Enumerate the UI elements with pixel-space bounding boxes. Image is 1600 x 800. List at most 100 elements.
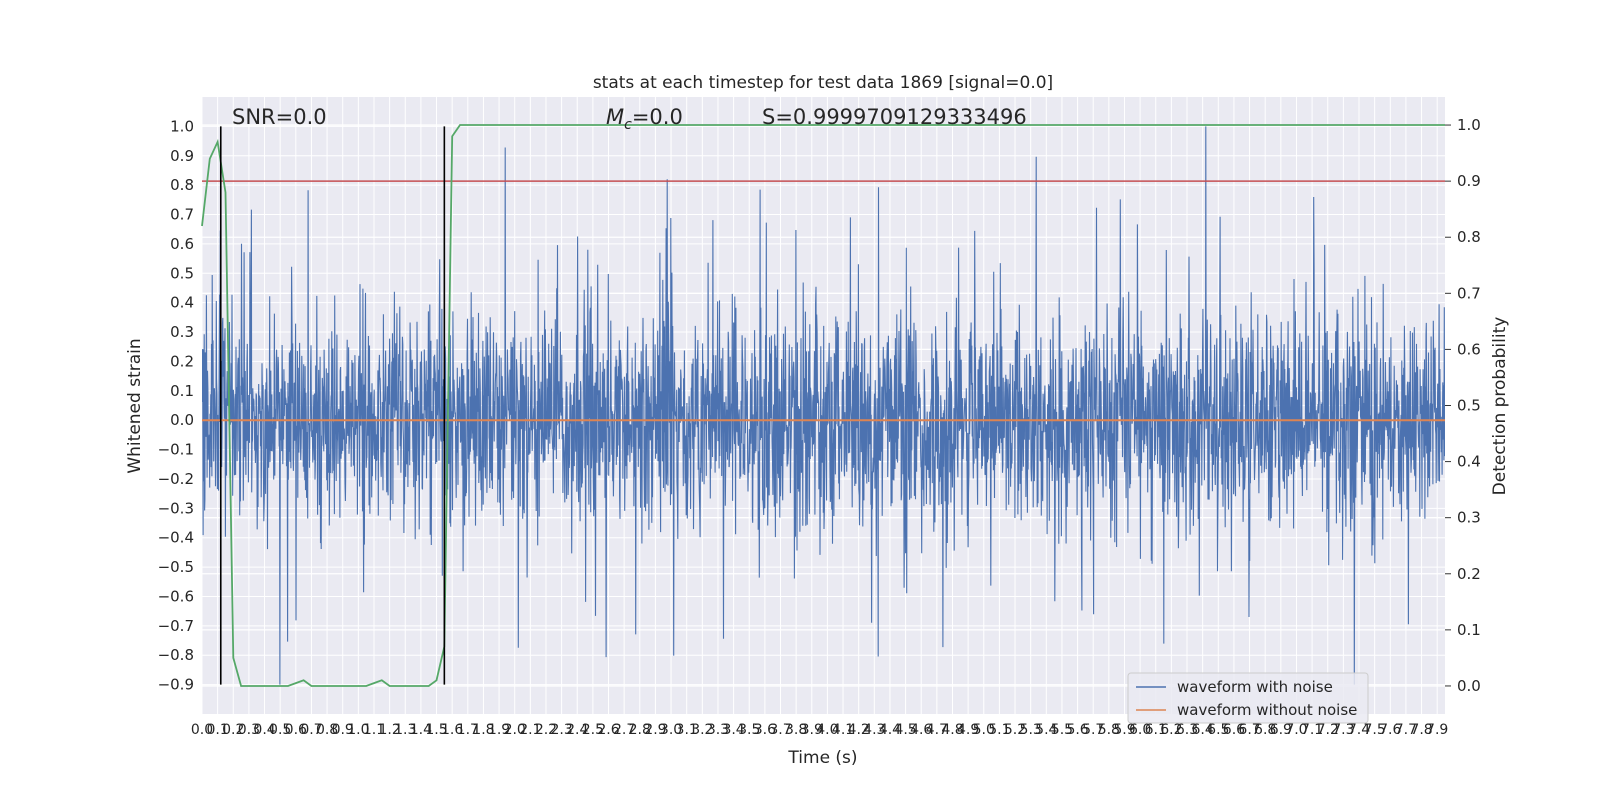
y-tick-label: −0.6: [158, 587, 194, 605]
x-tick-label: 5.5: [1051, 722, 1073, 738]
y2-tick-label: 0.5: [1457, 397, 1481, 415]
mc-value: =0.0: [632, 105, 683, 129]
x-tick-label: 3.4: [722, 722, 744, 738]
snr-annotation: SNR=0.0: [232, 105, 327, 129]
x-tick-label: 6.6: [1223, 722, 1245, 738]
y2-tick-label: 0.1: [1457, 621, 1481, 639]
y-tick-label: −0.5: [158, 558, 194, 576]
x-tick-label: 0.7: [300, 722, 322, 738]
x-tick-label: 2.3: [550, 722, 572, 738]
y2-tick-label: 0.2: [1457, 565, 1481, 583]
x-tick-label: 3.5: [738, 722, 760, 738]
x-ticks: 0.00.10.20.30.40.50.60.70.80.91.01.11.21…: [191, 722, 1448, 738]
x-tick-label: 0.5: [269, 722, 291, 738]
y-tick-label: −0.9: [158, 676, 194, 694]
x-tick-label: 1.5: [425, 722, 447, 738]
x-tick-label: 2.4: [566, 722, 588, 738]
x-tick-label: 7.4: [1348, 722, 1370, 738]
x-tick-label: 7.7: [1395, 722, 1417, 738]
x-tick-label: 4.9: [957, 722, 979, 738]
y2-tick-label: 0.0: [1457, 677, 1481, 695]
y2-axis-label: Detection probability: [1490, 317, 1510, 496]
x-tick-label: 5.0: [973, 722, 995, 738]
x-tick-label: 6.0: [1129, 722, 1151, 738]
y2-tick-label: 0.6: [1457, 340, 1481, 358]
x-tick-label: 1.7: [457, 722, 479, 738]
x-tick-label: 5.6: [1066, 722, 1088, 738]
y2-tick-label: 0.4: [1457, 453, 1481, 471]
y2-tick-label: 0.3: [1457, 509, 1481, 527]
y-tick-label: −0.4: [158, 529, 194, 547]
x-tick-label: 1.8: [472, 722, 494, 738]
x-tick-label: 7.8: [1410, 722, 1432, 738]
s-annotation: S=0.9999709129333496: [762, 105, 1027, 129]
x-tick-label: 4.8: [941, 722, 963, 738]
x-tick-label: 4.4: [879, 722, 901, 738]
x-tick-label: 3.2: [691, 722, 713, 738]
y-tick-label: 0.3: [170, 323, 194, 341]
x-tick-label: 6.5: [1207, 722, 1229, 738]
x-tick-label: 2.9: [644, 722, 666, 738]
legend: waveform with noise waveform without noi…: [1127, 672, 1369, 724]
y2-tick-label: 0.7: [1457, 284, 1481, 302]
y-tick-label: −0.3: [158, 499, 194, 517]
y-tick-label: 0.8: [170, 176, 194, 194]
y2-tick-label: 0.8: [1457, 228, 1481, 246]
x-tick-label: 5.9: [1113, 722, 1135, 738]
y-tick-label: −0.8: [158, 646, 194, 664]
x-tick-label: 5.3: [1020, 722, 1042, 738]
x-axis-label: Time (s): [787, 748, 857, 768]
x-tick-label: 2.1: [519, 722, 541, 738]
y-tick-label: −0.2: [158, 470, 194, 488]
detection-probability-line: [201, 124, 1445, 687]
x-tick-label: 4.7: [926, 722, 948, 738]
legend-label-noise: waveform with noise: [1177, 678, 1333, 696]
x-tick-label: 4.5: [894, 722, 916, 738]
x-tick-label: 3.6: [754, 722, 776, 738]
x-tick-label: 6.7: [1238, 722, 1260, 738]
legend-label-clean: waveform without noise: [1177, 701, 1357, 719]
x-tick-label: 4.0: [816, 722, 838, 738]
x-tick-label: 0.6: [285, 722, 307, 738]
x-tick-label: 2.8: [629, 722, 651, 738]
x-tick-label: 7.3: [1332, 722, 1354, 738]
x-tick-label: 0.9: [332, 722, 354, 738]
x-tick-label: 6.8: [1254, 722, 1276, 738]
y-tick-label: 0.4: [170, 294, 194, 312]
y2-tick-label: 1.0: [1457, 116, 1481, 134]
x-tick-label: 2.7: [613, 722, 635, 738]
x-tick-label: 7.0: [1285, 722, 1307, 738]
x-tick-label: 1.9: [488, 722, 510, 738]
mc-subscript: c: [624, 117, 632, 133]
mc-symbol: M: [606, 105, 624, 129]
x-tick-label: 7.9: [1426, 722, 1448, 738]
x-tick-label: 5.1: [988, 722, 1010, 738]
chart-title: stats at each timestep for test data 186…: [593, 73, 1053, 93]
x-tick-label: 0.2: [222, 722, 244, 738]
y-tick-label: 0.0: [170, 411, 194, 429]
x-tick-label: 7.5: [1364, 722, 1386, 738]
y-tick-label: 0.1: [170, 382, 194, 400]
y-tick-label: 0.7: [170, 206, 194, 224]
y-tick-label: 0.2: [170, 352, 194, 370]
x-tick-label: 5.4: [1035, 722, 1057, 738]
x-tick-label: 1.3: [394, 722, 416, 738]
x-tick-label: 6.3: [1176, 722, 1198, 738]
x-tick-label: 3.7: [769, 722, 791, 738]
x-tick-label: 0.8: [316, 722, 338, 738]
x-tick-label: 2.6: [597, 722, 619, 738]
y-tick-label: 0.5: [170, 264, 194, 282]
x-tick-label: 4.1: [832, 722, 854, 738]
x-tick-label: 4.2: [848, 722, 870, 738]
x-tick-label: 1.1: [363, 722, 385, 738]
y-tick-label: −0.1: [158, 441, 194, 459]
y2-tick-label: 0.9: [1457, 172, 1481, 190]
x-tick-label: 5.8: [1098, 722, 1120, 738]
x-tick-label: 3.3: [707, 722, 729, 738]
x-tick-label: 2.5: [582, 722, 604, 738]
x-tick-label: 4.6: [910, 722, 932, 738]
x-tick-label: 6.9: [1270, 722, 1292, 738]
x-tick-label: 7.6: [1379, 722, 1401, 738]
x-tick-label: 7.1: [1301, 722, 1323, 738]
